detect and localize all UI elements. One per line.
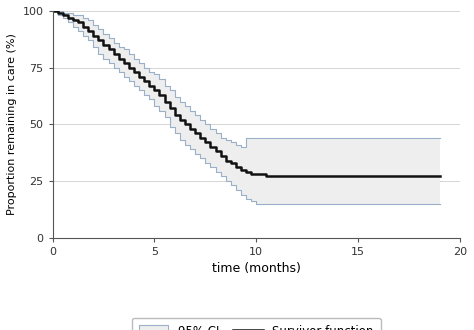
Y-axis label: Proportion remaining in care (%): Proportion remaining in care (%) — [7, 33, 17, 215]
Legend: 95% CI, Survivor function: 95% CI, Survivor function — [132, 318, 381, 330]
X-axis label: time (months): time (months) — [212, 262, 301, 275]
